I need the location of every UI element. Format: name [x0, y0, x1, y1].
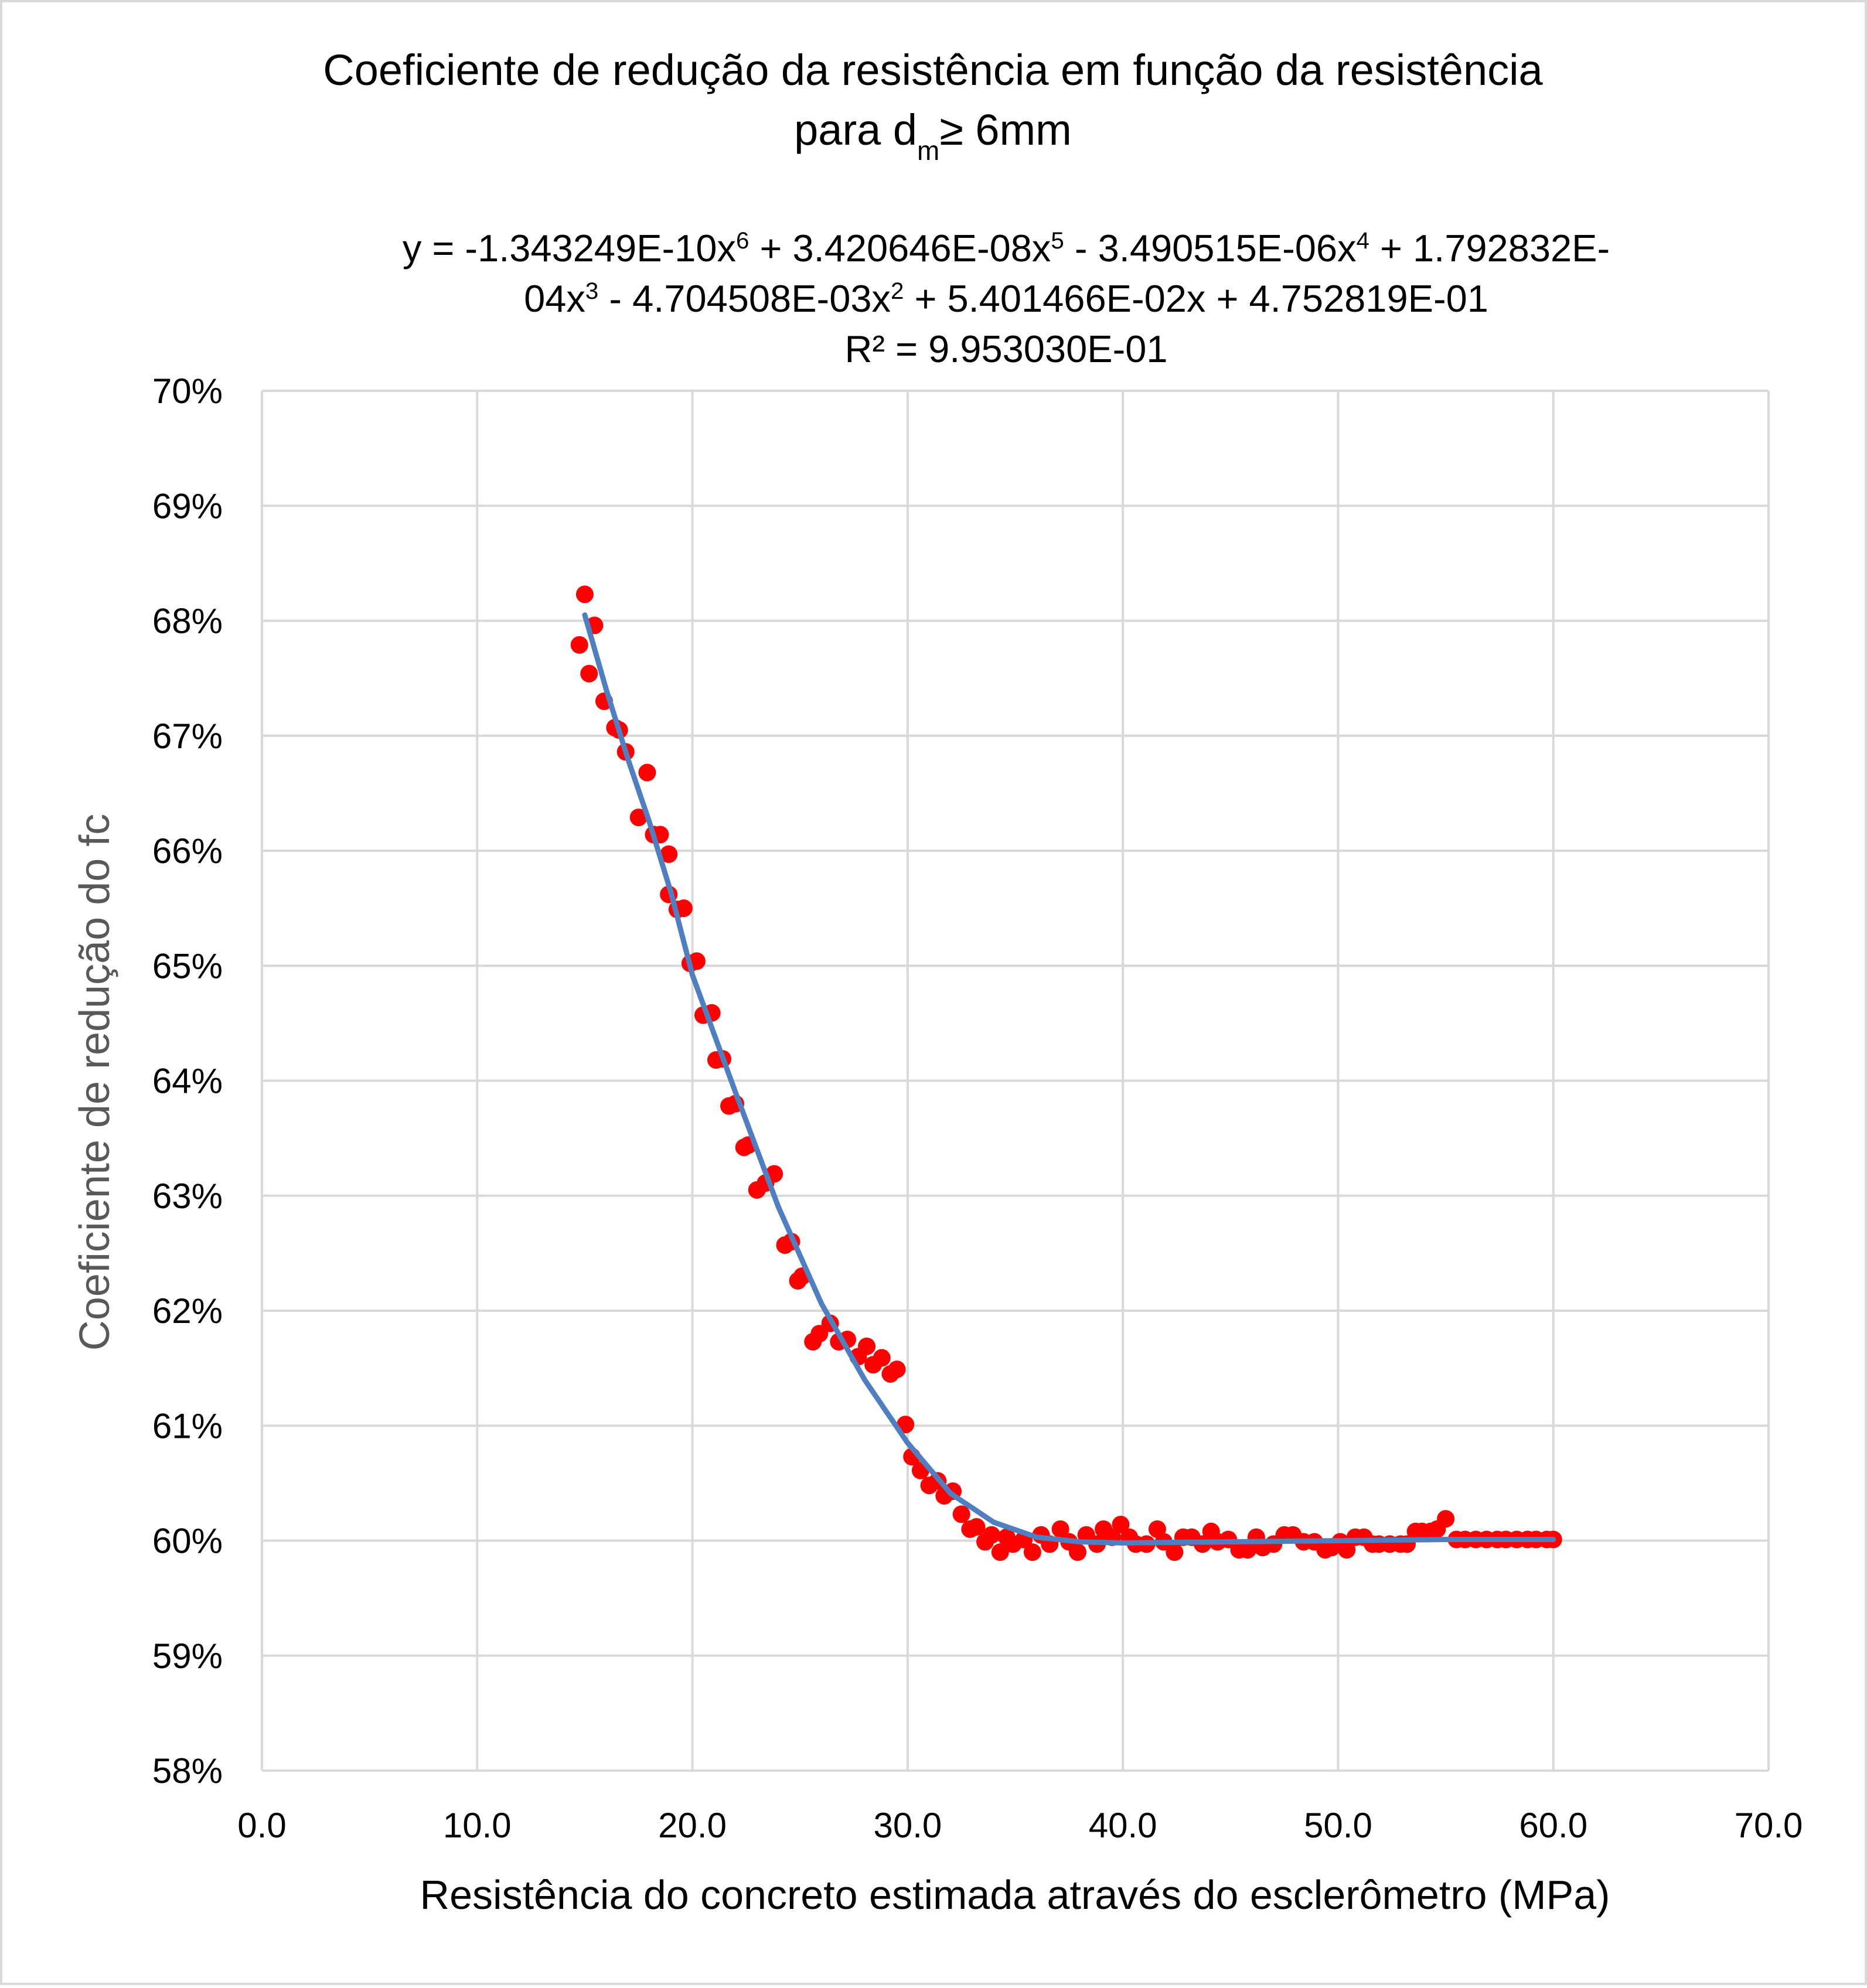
data-point	[1051, 1520, 1069, 1538]
data-point	[638, 763, 656, 782]
x-tick-label: 70.0	[1735, 1806, 1803, 1845]
data-point	[858, 1337, 876, 1355]
trendline-equation: R² = 9.953030E-01	[844, 328, 1167, 370]
chart-title-part: para d	[794, 105, 917, 154]
chart-title: Coeficiente de redução da resistência em…	[323, 46, 1543, 94]
data-point	[1023, 1543, 1041, 1561]
y-tick-label: 62%	[152, 1291, 223, 1331]
data-point	[580, 664, 598, 683]
x-tick-label: 0.0	[237, 1806, 286, 1845]
data-point	[660, 845, 678, 863]
data-point	[1112, 1516, 1130, 1534]
x-tick-label: 50.0	[1304, 1806, 1372, 1845]
y-tick-label: 70%	[152, 371, 223, 411]
trendline-equation-sup: 2	[891, 278, 904, 304]
y-tick-label: 60%	[152, 1522, 223, 1561]
y-tick-label: 66%	[152, 831, 223, 871]
x-tick-label: 20.0	[658, 1806, 727, 1845]
data-point	[952, 1505, 970, 1523]
chart-title-part: Coeficiente de redução da resistência em…	[323, 46, 1543, 94]
data-point	[629, 809, 648, 827]
trendline-equation-part: + 1.792832E-	[1369, 227, 1610, 270]
trendline	[582, 612, 1556, 1546]
y-tick-label: 67%	[152, 717, 223, 756]
labels: Coeficiente de redução da resistência em…	[71, 46, 1803, 1918]
trendline-equation-part: - 3.490515E-06x	[1064, 227, 1357, 270]
trendline-equation-part: y = -1.343249E-10x	[403, 227, 736, 270]
trendline-equation-sup: 4	[1357, 227, 1369, 254]
y-axis-title: Coeficiente de redução do fc	[71, 814, 118, 1351]
data-point	[967, 1518, 986, 1536]
trendline-equation-part: 04x	[524, 277, 585, 320]
chart-title: para dm≥ 6mm	[794, 105, 1072, 166]
trendline-equation: y = -1.343249E-10x6 + 3.420646E-08x5 - 3…	[403, 227, 1610, 270]
chart-title-part: ≥ 6mm	[939, 105, 1072, 154]
y-tick-label: 63%	[152, 1177, 223, 1216]
trendline-equation-part: R² = 9.953030E-01	[844, 328, 1167, 370]
data-point	[873, 1349, 891, 1367]
trendline-equation-part: + 3.420646E-08x	[749, 227, 1051, 270]
y-tick-label: 59%	[152, 1636, 223, 1676]
y-tick-label: 68%	[152, 602, 223, 641]
y-tick-label: 64%	[152, 1062, 223, 1101]
trendline-equation-part: + 5.401466E-02x + 4.752819E-01	[904, 277, 1488, 320]
data-point	[1338, 1541, 1356, 1559]
data-point	[674, 899, 693, 918]
y-tick-label: 58%	[152, 1751, 223, 1791]
trendline-equation-sup: 3	[585, 278, 598, 304]
plot	[570, 585, 1562, 1561]
trendline-equation: 04x3 - 4.704508E-03x2 + 5.401466E-02x + …	[524, 277, 1488, 320]
grid	[261, 390, 1770, 1772]
data-point	[1239, 1541, 1257, 1559]
data-point	[1069, 1543, 1087, 1561]
x-tick-label: 30.0	[873, 1806, 942, 1845]
x-axis-title: Resistência do concreto estimada através…	[420, 1872, 1610, 1918]
y-tick-label: 61%	[152, 1406, 223, 1445]
chart-title-sub: m	[917, 135, 939, 166]
trendline-equation-sup: 5	[1051, 227, 1064, 254]
trendline-equation-sup: 6	[736, 227, 749, 254]
x-tick-label: 60.0	[1519, 1806, 1587, 1845]
data-point	[991, 1543, 1009, 1561]
trendline-equation-part: - 4.704508E-03x	[598, 277, 891, 320]
data-point	[888, 1360, 906, 1379]
y-tick-label: 69%	[152, 486, 223, 526]
data-point	[983, 1526, 1001, 1544]
data-point	[1437, 1510, 1455, 1528]
data-point	[575, 585, 594, 603]
x-tick-label: 10.0	[443, 1806, 512, 1845]
data-point	[1166, 1543, 1184, 1561]
y-tick-label: 65%	[152, 946, 223, 986]
data-point	[570, 636, 588, 654]
x-tick-label: 40.0	[1089, 1806, 1157, 1845]
